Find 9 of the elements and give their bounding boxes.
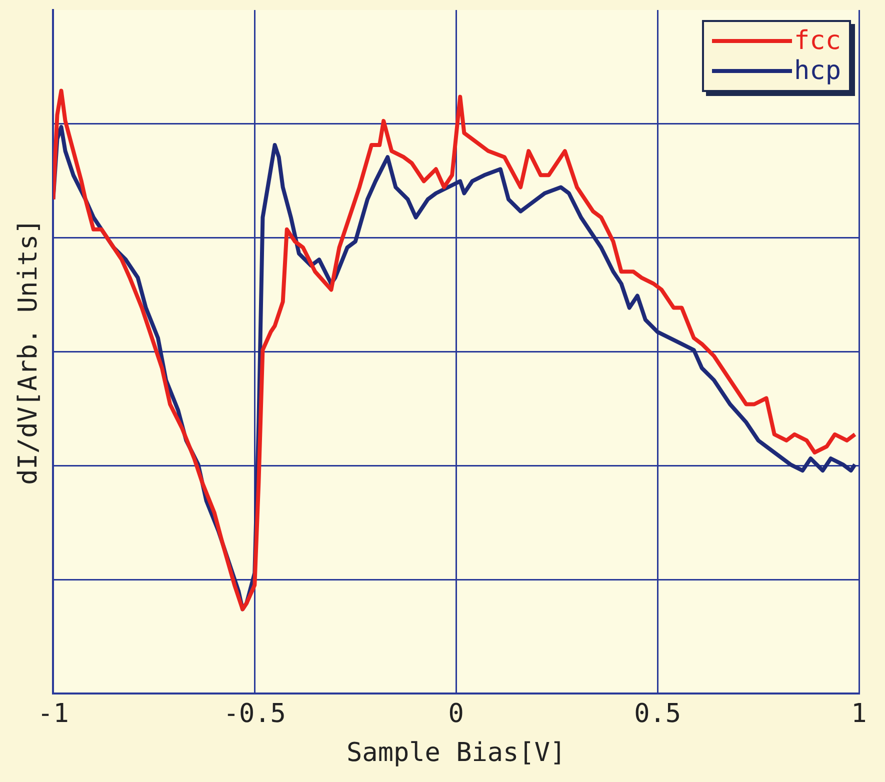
legend-label: fcc	[794, 26, 841, 56]
x-tick-label: -0.5	[223, 698, 286, 729]
x-tick-label: 0.5	[634, 698, 682, 729]
x-axis-title: Sample Bias[V]	[346, 738, 566, 768]
x-tick-label: 0	[448, 698, 464, 729]
y-axis-title: dI/dV[Arb. Units]	[13, 218, 44, 485]
x-tick-label: 1	[851, 698, 867, 729]
legend-label: hcp	[794, 56, 841, 86]
x-tick-label: -1	[38, 698, 69, 729]
